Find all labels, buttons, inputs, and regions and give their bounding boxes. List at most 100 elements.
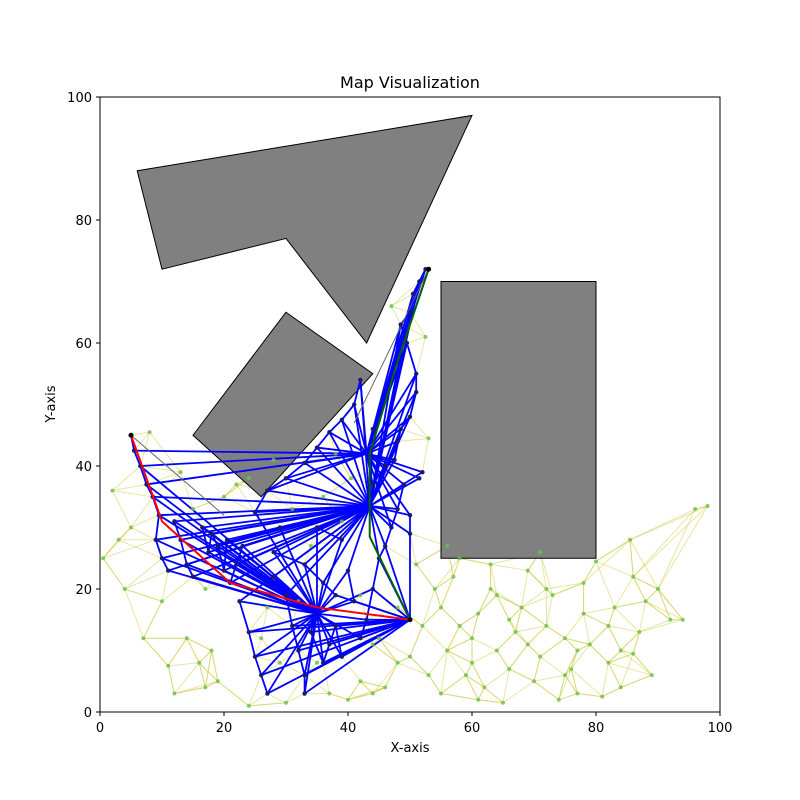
tree-edge [285, 462, 306, 479]
tree-edge [399, 311, 411, 326]
sample-point [265, 605, 270, 610]
sample-point [426, 673, 431, 678]
sample-point [439, 605, 443, 610]
sample-edge [186, 637, 200, 664]
tree-edge [335, 594, 411, 621]
tree-edge [341, 419, 368, 455]
sample-edge [570, 650, 578, 670]
tree-edge [266, 477, 287, 492]
sample-edge [508, 607, 522, 621]
sample-edge [508, 619, 529, 645]
tree-node [383, 543, 388, 549]
sample-edge [465, 674, 485, 688]
tree-edge [328, 431, 371, 507]
sample-point [408, 654, 412, 659]
sample-edge [614, 600, 646, 608]
sample-point [110, 488, 115, 493]
sample-edge [428, 650, 448, 676]
tree-node [314, 525, 320, 530]
sample-point [693, 507, 698, 512]
sample-edge [102, 557, 126, 590]
sample-point [656, 587, 660, 591]
sample-edge [205, 680, 219, 688]
x-tick-label: 100 [708, 721, 733, 736]
tree-node [302, 672, 307, 678]
sample-edge [527, 570, 547, 590]
sample-point [234, 482, 239, 487]
sample-edge [632, 631, 640, 654]
sample-edge [496, 594, 510, 620]
tree-edge [229, 564, 238, 584]
sample-edge [409, 416, 429, 439]
sample-edge [360, 680, 386, 688]
sample-edge [515, 631, 529, 645]
sample-edge [564, 637, 590, 645]
sample-edge [465, 674, 479, 700]
sample-edge [124, 557, 163, 590]
sample-edge [608, 650, 622, 664]
sample-edge [577, 643, 591, 651]
sample-edge [508, 619, 516, 633]
tree-node [395, 439, 400, 444]
tree-edge [369, 505, 411, 517]
sample-edge [608, 653, 634, 664]
sample-edge [601, 686, 622, 698]
tree-node [407, 531, 413, 536]
y-tick-label: 80 [75, 214, 92, 229]
sample-edge [391, 305, 411, 313]
tree-edge [285, 594, 318, 615]
tree-node [383, 463, 388, 469]
sample-point [587, 642, 592, 647]
sample-point [432, 587, 437, 591]
sample-point [346, 697, 350, 702]
sample-edge [508, 619, 516, 633]
sample-edge [378, 637, 398, 664]
sample-point [246, 476, 251, 481]
tree-edge [369, 477, 420, 507]
tree-edge [347, 505, 371, 571]
sample-edge [409, 625, 423, 657]
plot-frame [99, 96, 721, 713]
sample-point [544, 623, 549, 628]
plot-area [101, 114, 710, 708]
sample-point [569, 666, 574, 671]
tree-edge [365, 453, 411, 516]
sample-edge [477, 687, 485, 700]
sample-edge [211, 650, 219, 682]
sample-point [284, 700, 288, 705]
sample-edge [508, 607, 522, 621]
sample-point [600, 694, 605, 699]
tree-edge [372, 588, 411, 621]
sample-edge [285, 693, 305, 704]
tree-edge [316, 431, 331, 449]
tree-node [404, 340, 410, 346]
tree-node [271, 574, 276, 579]
sample-point [631, 651, 636, 656]
tree-edge [247, 631, 256, 657]
tree-edge [304, 452, 367, 464]
sample-edge [465, 674, 479, 700]
tree-edge [316, 613, 343, 658]
sample-edge [391, 293, 414, 307]
tree-edge [297, 650, 306, 676]
sample-edge [496, 594, 510, 620]
sample-edge [515, 625, 547, 633]
sample-edge [446, 637, 473, 651]
sample-edge [533, 674, 566, 682]
tree-edge [238, 601, 250, 633]
sample-edge [583, 539, 631, 584]
tree-edge [297, 613, 318, 651]
sample-edge [124, 570, 169, 590]
sample-edge [521, 570, 529, 608]
sample-edge [347, 680, 361, 700]
sample-edge [583, 561, 597, 584]
sample-edge [139, 432, 151, 467]
tree-edge [396, 484, 405, 510]
sample-edge [570, 668, 578, 694]
tree-node [277, 525, 282, 530]
tree-edge [316, 613, 325, 663]
x-tick-label: 0 [96, 721, 104, 736]
tree-edge [316, 446, 371, 507]
sample-edge [161, 576, 194, 602]
sample-point [470, 636, 474, 641]
